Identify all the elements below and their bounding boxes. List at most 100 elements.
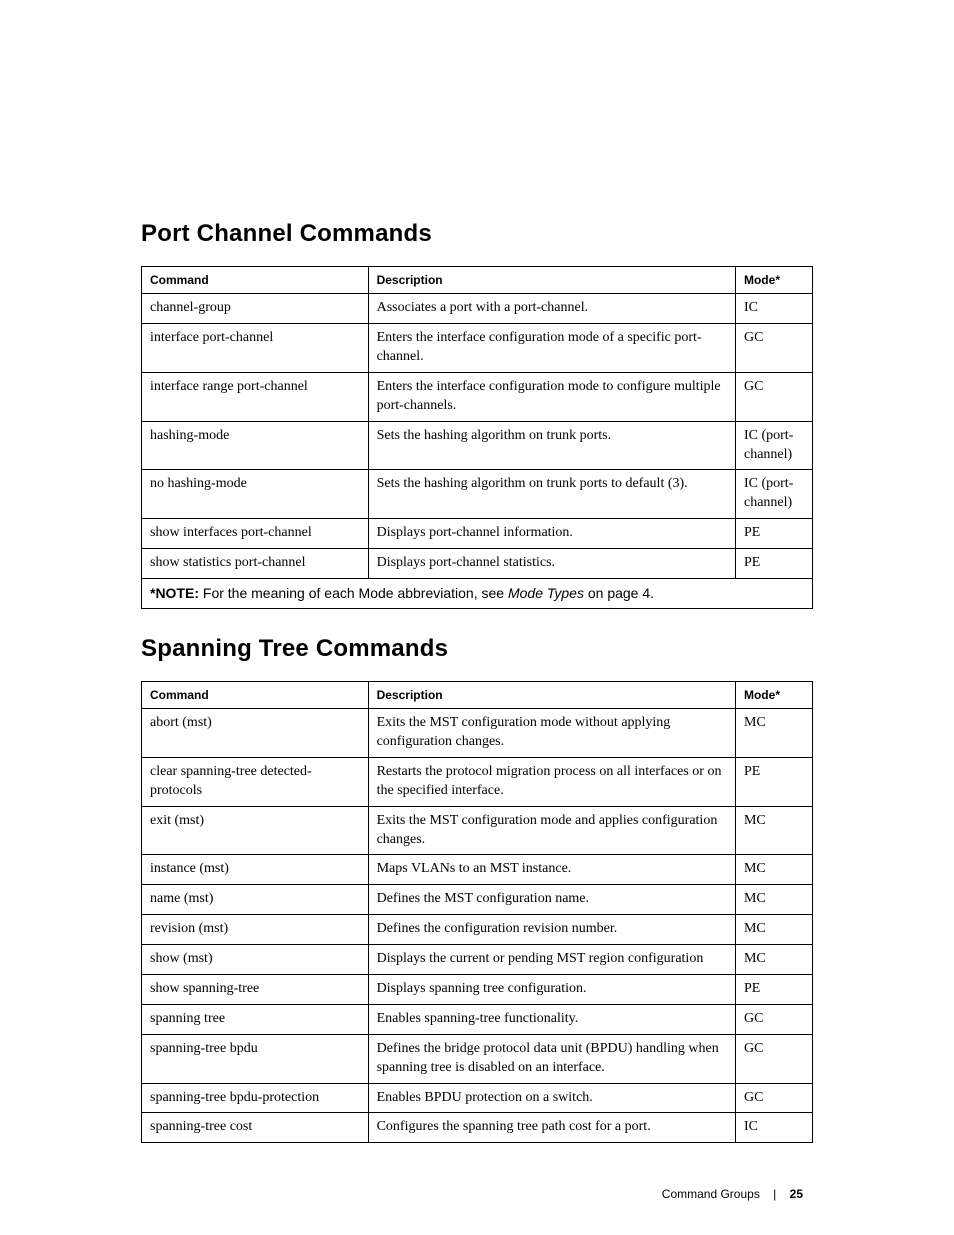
table-row: spanning-tree costConfigures the spannin…: [142, 1113, 813, 1143]
col-header-command: Command: [142, 681, 369, 708]
cell-description: Maps VLANs to an MST instance.: [368, 855, 735, 885]
table-row: no hashing-modeSets the hashing algorith…: [142, 470, 813, 519]
section-spacer: [141, 609, 813, 635]
section-title-spanning-tree: Spanning Tree Commands: [141, 635, 813, 663]
note-em: Mode Types: [508, 585, 584, 601]
cell-command: spanning-tree bpdu: [142, 1034, 369, 1083]
cell-mode: PE: [735, 519, 812, 549]
table-row: hashing-modeSets the hashing algorithm o…: [142, 421, 813, 470]
table-row: name (mst)Defines the MST configuration …: [142, 885, 813, 915]
cell-mode: GC: [735, 372, 812, 421]
cell-description: Enables spanning-tree functionality.: [368, 1004, 735, 1034]
cell-command: interface range port-channel: [142, 372, 369, 421]
cell-mode: IC (port-channel): [735, 470, 812, 519]
table-row: show (mst)Displays the current or pendin…: [142, 945, 813, 975]
cell-description: Associates a port with a port-channel.: [368, 294, 735, 324]
cell-command: channel-group: [142, 294, 369, 324]
cell-mode: PE: [735, 549, 812, 579]
cell-description: Enters the interface configuration mode …: [368, 324, 735, 373]
cell-description: Configures the spanning tree path cost f…: [368, 1113, 735, 1143]
table-row: exit (mst)Exits the MST configuration mo…: [142, 806, 813, 855]
page-container: Port Channel Commands Command Descriptio…: [0, 0, 954, 1201]
cell-description: Defines the configuration revision numbe…: [368, 915, 735, 945]
spanning-tree-table: Command Description Mode* abort (mst)Exi…: [141, 681, 813, 1143]
col-header-mode: Mode*: [735, 681, 812, 708]
cell-description: Exits the MST configuration mode and app…: [368, 806, 735, 855]
table-header-row: Command Description Mode*: [142, 267, 813, 294]
cell-command: spanning-tree cost: [142, 1113, 369, 1143]
cell-mode: MC: [735, 806, 812, 855]
footer-separator: |: [763, 1187, 786, 1201]
col-header-mode: Mode*: [735, 267, 812, 294]
cell-description: Exits the MST configuration mode without…: [368, 709, 735, 758]
cell-mode: GC: [735, 1004, 812, 1034]
note-text-tail: on page 4.: [584, 585, 654, 601]
cell-mode: MC: [735, 945, 812, 975]
cell-mode: MC: [735, 709, 812, 758]
cell-command: exit (mst): [142, 806, 369, 855]
cell-mode: PE: [735, 974, 812, 1004]
cell-command: show spanning-tree: [142, 974, 369, 1004]
table-note-cell: *NOTE: For the meaning of each Mode abbr…: [142, 578, 813, 608]
cell-description: Defines the bridge protocol data unit (B…: [368, 1034, 735, 1083]
table-header-row: Command Description Mode*: [142, 681, 813, 708]
cell-mode: IC: [735, 294, 812, 324]
cell-description: Enters the interface configuration mode …: [368, 372, 735, 421]
table-row: interface port-channelEnters the interfa…: [142, 324, 813, 373]
cell-mode: IC (port-channel): [735, 421, 812, 470]
col-header-command: Command: [142, 267, 369, 294]
table-row: clear spanning-tree detected-protocolsRe…: [142, 757, 813, 806]
table-note-row: *NOTE: For the meaning of each Mode abbr…: [142, 578, 813, 608]
table-row: show interfaces port-channelDisplays por…: [142, 519, 813, 549]
cell-description: Displays spanning tree configuration.: [368, 974, 735, 1004]
cell-command: revision (mst): [142, 915, 369, 945]
page-footer: Command Groups | 25: [141, 1187, 813, 1201]
cell-command: name (mst): [142, 885, 369, 915]
note-prefix: *NOTE:: [150, 585, 199, 601]
port-channel-table: Command Description Mode* channel-groupA…: [141, 266, 813, 609]
table-row: show statistics port-channelDisplays por…: [142, 549, 813, 579]
cell-description: Displays port-channel information.: [368, 519, 735, 549]
note-text-lead: For the meaning of each Mode abbreviatio…: [199, 585, 508, 601]
cell-mode: MC: [735, 885, 812, 915]
col-header-description: Description: [368, 681, 735, 708]
cell-command: interface port-channel: [142, 324, 369, 373]
cell-description: Defines the MST configuration name.: [368, 885, 735, 915]
cell-command: no hashing-mode: [142, 470, 369, 519]
cell-command: instance (mst): [142, 855, 369, 885]
cell-command: spanning-tree bpdu-protection: [142, 1083, 369, 1113]
cell-command: show interfaces port-channel: [142, 519, 369, 549]
table-row: revision (mst)Defines the configuration …: [142, 915, 813, 945]
cell-description: Displays port-channel statistics.: [368, 549, 735, 579]
cell-mode: GC: [735, 1083, 812, 1113]
col-header-description: Description: [368, 267, 735, 294]
cell-description: Sets the hashing algorithm on trunk port…: [368, 421, 735, 470]
footer-chapter: Command Groups: [662, 1187, 760, 1201]
cell-command: spanning tree: [142, 1004, 369, 1034]
cell-command: show statistics port-channel: [142, 549, 369, 579]
footer-page-number: 25: [790, 1187, 803, 1201]
table-row: interface range port-channelEnters the i…: [142, 372, 813, 421]
cell-command: hashing-mode: [142, 421, 369, 470]
cell-mode: GC: [735, 324, 812, 373]
table-row: show spanning-treeDisplays spanning tree…: [142, 974, 813, 1004]
cell-command: abort (mst): [142, 709, 369, 758]
table-row: spanning treeEnables spanning-tree funct…: [142, 1004, 813, 1034]
cell-mode: PE: [735, 757, 812, 806]
cell-description: Enables BPDU protection on a switch.: [368, 1083, 735, 1113]
cell-mode: MC: [735, 915, 812, 945]
cell-mode: MC: [735, 855, 812, 885]
cell-command: clear spanning-tree detected-protocols: [142, 757, 369, 806]
table-row: channel-groupAssociates a port with a po…: [142, 294, 813, 324]
cell-description: Restarts the protocol migration process …: [368, 757, 735, 806]
table-row: abort (mst)Exits the MST configuration m…: [142, 709, 813, 758]
section-title-port-channel: Port Channel Commands: [141, 220, 813, 248]
cell-mode: IC: [735, 1113, 812, 1143]
cell-description: Sets the hashing algorithm on trunk port…: [368, 470, 735, 519]
cell-mode: GC: [735, 1034, 812, 1083]
table-row: instance (mst)Maps VLANs to an MST insta…: [142, 855, 813, 885]
cell-description: Displays the current or pending MST regi…: [368, 945, 735, 975]
table-row: spanning-tree bpdu-protectionEnables BPD…: [142, 1083, 813, 1113]
table-row: spanning-tree bpduDefines the bridge pro…: [142, 1034, 813, 1083]
cell-command: show (mst): [142, 945, 369, 975]
